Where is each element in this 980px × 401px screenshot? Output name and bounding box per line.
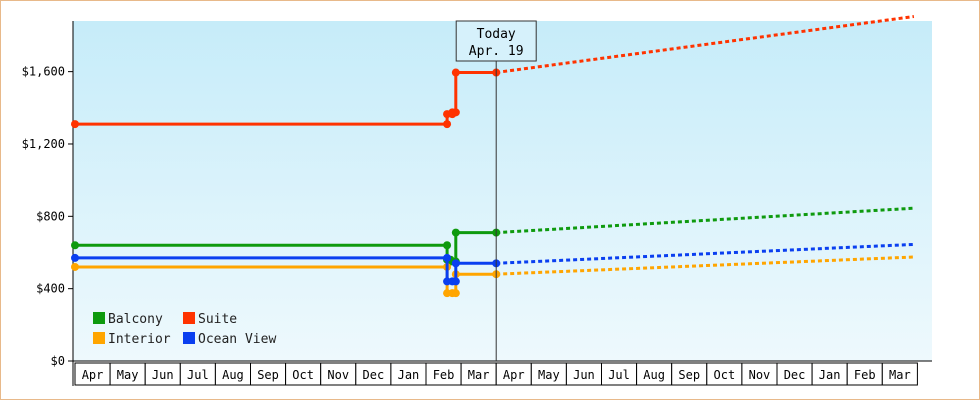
y-tick-label: $1,200	[22, 137, 65, 151]
legend-label-ocean-view: Ocean View	[198, 332, 276, 347]
point-balcony	[71, 241, 79, 250]
point-ocean-view	[451, 259, 460, 268]
today-box	[455, 20, 537, 62]
x-tick-label: Oct	[714, 368, 736, 382]
x-tick-cell	[881, 362, 918, 386]
point-interior	[451, 289, 460, 298]
x-tick-label: Oct	[292, 368, 314, 382]
today-date: Apr. 19	[469, 44, 524, 59]
x-tick-label: Aug	[222, 368, 244, 382]
x-tick-label: Jun	[573, 368, 595, 382]
x-tick-label: May	[117, 368, 139, 382]
x-tick-label: Mar	[889, 368, 911, 382]
forecast-line-suite	[496, 15, 915, 74]
point-suite	[451, 108, 460, 117]
y-tick-label: $0	[51, 354, 65, 368]
point-balcony	[451, 228, 460, 237]
x-tick-label: Nov	[327, 368, 349, 382]
y-tick-label: $400	[36, 282, 65, 296]
legend: Balcony Suite Interior Ocean View	[93, 312, 276, 347]
point-interior	[71, 262, 79, 271]
x-tick-label: Apr	[503, 368, 525, 382]
x-tick-label: Jul	[608, 368, 630, 382]
point-ocean-view	[451, 277, 460, 286]
legend-label-balcony: Balcony	[108, 312, 163, 327]
legend-swatch-ocean-view	[183, 332, 195, 344]
point-suite	[71, 120, 79, 129]
y-tick-label: $1,600	[22, 65, 65, 79]
x-tick-label: Dec	[363, 368, 385, 382]
x-tick-label: Jun	[152, 368, 174, 382]
x-tick-label: May	[538, 368, 560, 382]
legend-label-interior: Interior	[108, 332, 171, 347]
x-tick-label: Mar	[468, 368, 490, 382]
legend-swatch-interior	[93, 332, 105, 344]
x-tick-label: Aug	[643, 368, 665, 382]
legend-swatch-suite	[183, 312, 195, 324]
x-tick-label: Jan	[398, 368, 420, 382]
today-label: Today	[477, 27, 516, 42]
x-tick-label: Feb	[433, 368, 455, 382]
x-tick-label: Jul	[187, 368, 209, 382]
legend-label-suite: Suite	[198, 312, 237, 327]
x-tick-label: Sep	[257, 368, 279, 382]
legend-swatch-balcony	[93, 312, 105, 324]
point-ocean-view	[71, 253, 79, 262]
x-tick-label: Jan	[819, 368, 841, 382]
x-tick-label: Sep	[678, 368, 700, 382]
x-tick-label: Apr	[82, 368, 104, 382]
point-balcony	[443, 241, 452, 250]
plot-area	[73, 21, 932, 361]
point-suite	[443, 120, 452, 129]
y-tick-label: $800	[36, 209, 65, 223]
x-tick-label: Feb	[854, 368, 876, 382]
x-tick-label: Nov	[749, 368, 771, 382]
point-suite	[451, 68, 460, 77]
x-tick-label: Dec	[784, 368, 806, 382]
point-ocean-view	[443, 253, 452, 262]
